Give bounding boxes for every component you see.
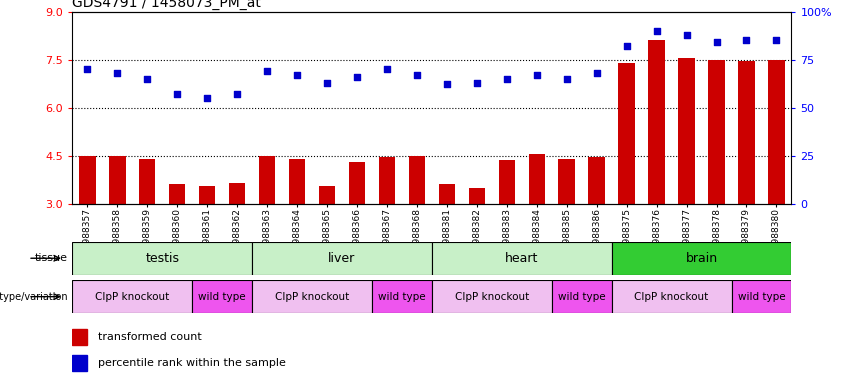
Text: wild type: wild type [558,291,606,302]
Point [650,28,664,34]
Text: transformed count: transformed count [98,332,201,342]
Bar [79,156,95,204]
Point [170,91,184,97]
Bar [612,280,732,313]
Bar [739,61,755,204]
Bar [499,161,515,204]
Point [440,81,454,88]
Bar [768,60,785,204]
Point [380,66,394,72]
Point [560,76,574,82]
Bar [732,280,791,313]
Bar [259,156,276,204]
Bar [551,280,612,313]
Bar [558,159,575,204]
Bar [199,186,215,204]
Text: testis: testis [146,252,180,265]
Point [140,76,154,82]
Bar [288,159,306,204]
Point [740,37,753,43]
Point [620,43,633,49]
Point [470,79,483,86]
Point [769,37,783,43]
Point [680,31,694,38]
Point [500,76,514,82]
Point [81,66,94,72]
Bar [619,63,635,204]
Text: GDS4791 / 1458073_PM_at: GDS4791 / 1458073_PM_at [72,0,261,10]
Point [111,70,124,76]
Point [710,39,723,45]
Point [530,72,544,78]
Point [410,72,424,78]
Point [590,70,603,76]
Bar [319,186,335,204]
Point [320,79,334,86]
Bar [432,280,551,313]
Bar [408,156,426,204]
Point [290,72,304,78]
Text: ClpP knockout: ClpP knockout [275,291,349,302]
Bar [708,60,725,204]
Bar [612,242,791,275]
Bar [678,58,694,204]
Point [260,68,274,74]
Bar [72,242,252,275]
Text: wild type: wild type [378,291,426,302]
Bar [432,242,612,275]
Text: brain: brain [686,252,717,265]
Text: ClpP knockout: ClpP knockout [635,291,709,302]
Bar [588,157,605,204]
Bar [192,280,252,313]
Text: ClpP knockout: ClpP knockout [454,291,529,302]
Bar [648,40,665,204]
Bar [438,184,455,204]
Bar [469,187,485,204]
Bar [252,280,372,313]
Bar [72,280,192,313]
Bar [139,159,156,204]
Text: genotype/variation: genotype/variation [0,291,68,302]
Bar [252,242,432,275]
Bar [349,162,365,204]
Text: wild type: wild type [738,291,785,302]
Point [231,91,244,97]
Bar [169,184,186,204]
Bar [72,329,87,345]
Text: wild type: wild type [198,291,246,302]
Text: tissue: tissue [35,253,68,263]
Text: heart: heart [505,252,539,265]
Bar [72,355,87,371]
Bar [109,156,125,204]
Text: ClpP knockout: ClpP knockout [95,291,169,302]
Text: liver: liver [328,252,356,265]
Point [350,74,363,80]
Bar [372,280,431,313]
Point [200,95,214,101]
Bar [528,154,545,204]
Text: percentile rank within the sample: percentile rank within the sample [98,358,285,368]
Bar [379,157,395,204]
Bar [229,183,245,204]
